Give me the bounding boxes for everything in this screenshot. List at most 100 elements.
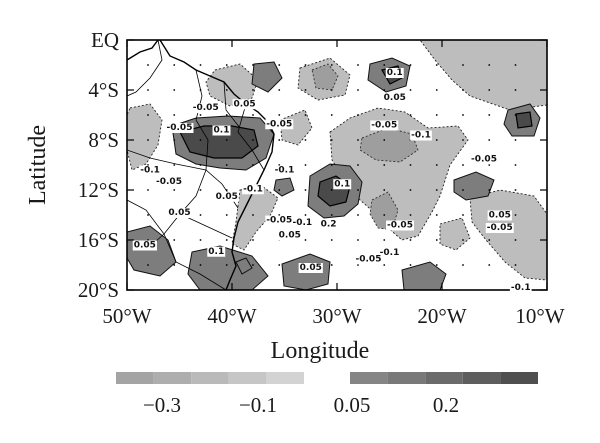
contour-label: -0.05	[167, 123, 193, 133]
colorbar-positive	[350, 372, 538, 384]
contour-label: 0.1	[214, 126, 230, 136]
grid-dot	[199, 189, 202, 191]
grid-dot	[173, 239, 176, 241]
grid-dot	[330, 239, 333, 241]
negative-core	[311, 63, 339, 91]
grid-dot	[383, 164, 386, 166]
contour-label: 0.1	[387, 68, 403, 78]
grid-dot	[514, 264, 517, 266]
negative-core	[359, 127, 419, 163]
grid-dot	[173, 114, 176, 116]
grid-dot	[199, 214, 202, 216]
grid-dot	[278, 89, 281, 91]
grid-dot	[462, 89, 464, 91]
grid-dot	[225, 139, 228, 141]
contour-label-background	[333, 179, 352, 190]
grid-dot	[409, 114, 412, 116]
positive-region	[127, 225, 177, 277]
grid-dot	[409, 64, 412, 66]
colorbar-swatch	[266, 372, 304, 384]
grid-dot	[409, 189, 412, 191]
grid-dot	[488, 89, 491, 91]
grid-dot	[435, 264, 438, 266]
contour-label-background	[212, 125, 231, 136]
contour-label: 0.2	[321, 219, 337, 229]
grid-dots	[147, 64, 517, 266]
grid-dot	[514, 164, 517, 166]
grid-dot	[435, 164, 438, 166]
grid-dot	[514, 89, 517, 91]
grid-dot	[147, 139, 149, 141]
negative-region	[127, 103, 163, 171]
grid-dot	[278, 264, 281, 266]
grid-dot	[225, 264, 228, 266]
grid-dot	[488, 164, 491, 166]
contour-label-background	[378, 248, 401, 258]
contour-label: -0.05	[266, 119, 292, 129]
grid-dot	[173, 164, 176, 166]
lon-tick-label: 30°W	[312, 304, 361, 328]
contour-label: -0.1	[293, 218, 313, 228]
grid-dot	[514, 239, 517, 241]
contour-label: -0.05	[266, 216, 292, 226]
grid-dot	[383, 239, 386, 241]
lat-tick-label: 16°S	[78, 228, 119, 252]
contour-label-layer: 0.10.05-0.05 0.05-0.05 -0.05-0.1-0.05 0.1-0…	[132, 68, 532, 293]
grid-dot	[252, 239, 254, 241]
grid-dot	[225, 214, 228, 216]
contour-label: 0.1	[334, 179, 350, 189]
colorbar-swatch	[350, 372, 388, 384]
grid-dot	[278, 189, 281, 191]
grid-dot	[304, 114, 307, 116]
grid-dot	[252, 64, 254, 66]
grid-dot	[173, 89, 176, 91]
grid-dot	[225, 239, 228, 241]
contour-label: 0.05	[384, 93, 406, 103]
contour-label-background	[214, 191, 239, 202]
contour-label-background	[386, 220, 414, 231]
grid-dot	[383, 264, 386, 266]
coastline	[127, 40, 275, 290]
lon-tick-label: 50°W	[102, 304, 151, 328]
contour-label-background	[265, 215, 294, 226]
grid-dot	[357, 114, 359, 116]
colorbar-swatch	[116, 372, 154, 384]
grid-dot	[225, 64, 228, 66]
grid-dot	[330, 89, 333, 91]
negative-region	[279, 109, 313, 146]
contour-label-background	[191, 103, 220, 113]
grid-dot	[409, 89, 412, 91]
grid-dot	[199, 64, 202, 66]
lon-tick-label: 40°W	[207, 304, 256, 328]
grid-dot	[304, 89, 307, 91]
contour-label-background	[265, 119, 294, 130]
contour-label-background	[298, 263, 323, 273]
contour-label: 0.05	[300, 263, 322, 273]
grid-dot	[514, 64, 517, 66]
grid-dot	[435, 214, 438, 216]
grid-dot	[173, 189, 176, 191]
contour-label: -0.1	[243, 184, 263, 194]
grid-dot	[383, 64, 386, 66]
grid-dot	[147, 89, 149, 91]
grid-dot	[173, 139, 176, 141]
lat-tick-label: 12°S	[78, 178, 119, 202]
y-axis-title: Latitude	[25, 125, 51, 205]
grid-dot	[383, 114, 386, 116]
contour-label-background	[155, 176, 183, 187]
contour-label-background	[132, 240, 157, 251]
contour-label: -0.05	[471, 154, 497, 164]
contour-label-background	[470, 154, 498, 165]
shaded-anomaly-layer	[127, 40, 547, 290]
grid-dot	[304, 214, 307, 216]
contour-label-background	[370, 120, 399, 131]
positive-core	[515, 111, 533, 129]
grid-dot	[225, 114, 228, 116]
colorbar-swatch	[153, 372, 192, 384]
grid-dot	[147, 264, 149, 266]
colorbar-swatch	[228, 372, 267, 384]
grid-dot	[357, 214, 359, 216]
grid-dot	[357, 89, 359, 91]
contour-label: 0.05	[279, 231, 301, 241]
grid-dot	[462, 189, 464, 191]
